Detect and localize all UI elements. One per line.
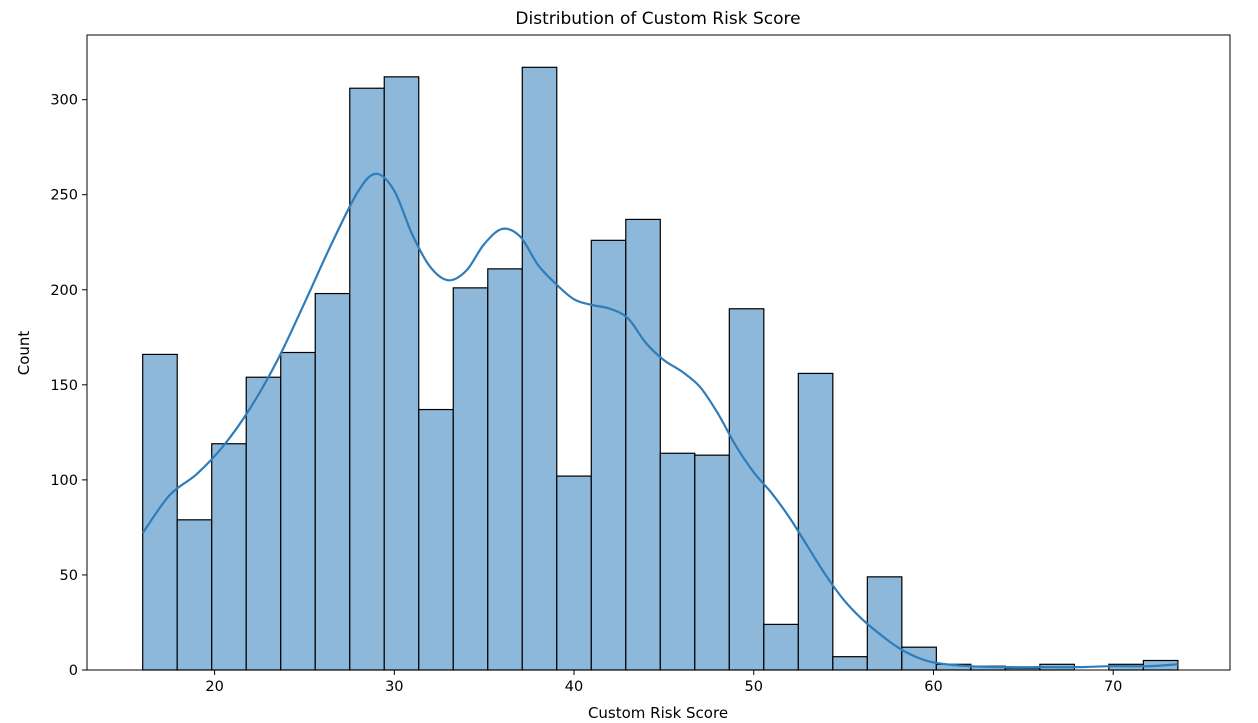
histogram-bar	[694, 454, 730, 671]
histogram-bar	[245, 376, 282, 671]
histogram-bar	[521, 66, 558, 671]
y-tick-label: 150	[50, 378, 78, 394]
histogram-bar	[763, 623, 799, 671]
bars-group	[142, 66, 1179, 671]
y-tick-label: 0	[69, 663, 78, 679]
histogram-bar	[797, 372, 834, 671]
histogram-bar	[211, 443, 247, 671]
kde-curve	[141, 172, 1178, 669]
x-tick-label: 60	[924, 679, 942, 695]
x-tick-label: 30	[385, 679, 403, 695]
x-tick-label: 50	[745, 679, 763, 695]
histogram-bar	[590, 239, 627, 671]
y-axis-title: Count	[15, 331, 33, 376]
histogram-bar	[487, 268, 523, 671]
chart-title: Distribution of Custom Risk Score	[515, 9, 800, 29]
histogram-bar	[659, 452, 696, 671]
x-axis-title: Custom Risk Score	[588, 704, 728, 722]
histogram-bar	[383, 76, 420, 671]
histogram-bar	[349, 87, 385, 671]
x-tick-label: 40	[565, 679, 583, 695]
histogram-bar	[728, 308, 765, 671]
histogram-bar	[418, 408, 454, 671]
plot-frame	[86, 34, 1231, 671]
y-tick-label: 50	[60, 568, 78, 584]
histogram-bar	[556, 475, 592, 671]
y-axis: 0 50 100 150 200 250 300	[50, 93, 87, 679]
y-tick-label: 100	[50, 473, 78, 489]
y-tick-label: 200	[50, 283, 78, 299]
histogram-bar	[832, 656, 868, 671]
histogram-bar	[176, 519, 213, 671]
y-tick-label: 250	[50, 188, 78, 204]
y-tick-label: 300	[50, 93, 78, 109]
x-tick-label: 20	[205, 679, 223, 695]
histogram-bar	[452, 287, 489, 671]
x-axis: 20 30 40 50 60 70	[205, 670, 1122, 695]
x-tick-label: 70	[1104, 679, 1122, 695]
histogram-bar	[625, 218, 661, 671]
histogram-bar	[280, 351, 316, 671]
histogram-bar	[314, 292, 351, 671]
histogram-bar	[866, 576, 903, 671]
histogram-bar	[142, 353, 178, 671]
